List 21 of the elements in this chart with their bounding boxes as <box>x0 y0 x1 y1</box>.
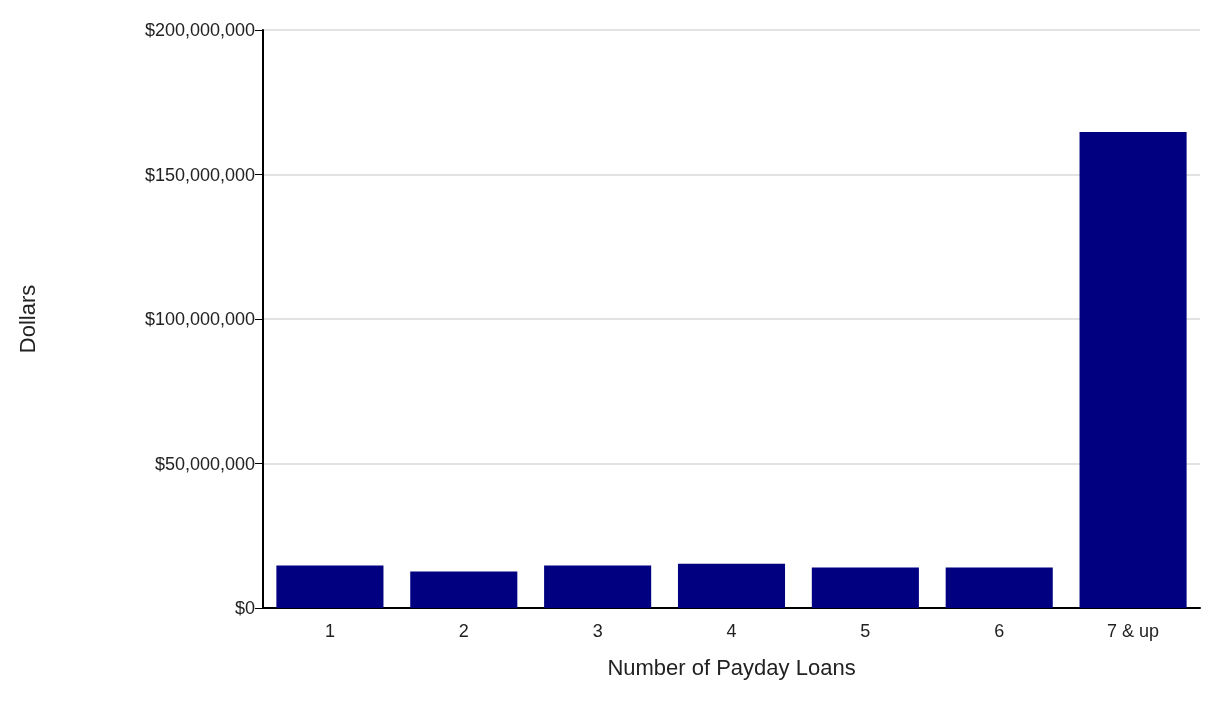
bar <box>811 567 919 608</box>
y-tick-label: $50,000,000 <box>154 453 255 474</box>
x-tick-label: 1 <box>324 621 335 641</box>
x-tick-label: 4 <box>726 621 737 641</box>
x-tick-label: 6 <box>994 621 1005 641</box>
bar <box>677 563 786 608</box>
bar <box>276 565 384 608</box>
x-axis-title: Number of Payday Loans <box>607 654 856 680</box>
y-tick-label: $100,000,000 <box>144 309 255 329</box>
y-tick-label: $0 <box>234 598 255 618</box>
x-tick-label: 3 <box>592 621 603 641</box>
x-tick-label: 7 & up <box>1107 621 1160 641</box>
y-tick-label: $150,000,000 <box>144 164 255 185</box>
bar <box>1079 132 1187 608</box>
bar <box>410 571 518 608</box>
bar <box>945 567 1053 608</box>
y-tick-label: $200,000,000 <box>144 20 255 40</box>
x-tick-label: 2 <box>458 621 469 641</box>
y-axis-title: Dollars <box>14 284 40 354</box>
bar <box>544 565 652 608</box>
x-tick-label: 5 <box>860 621 871 641</box>
